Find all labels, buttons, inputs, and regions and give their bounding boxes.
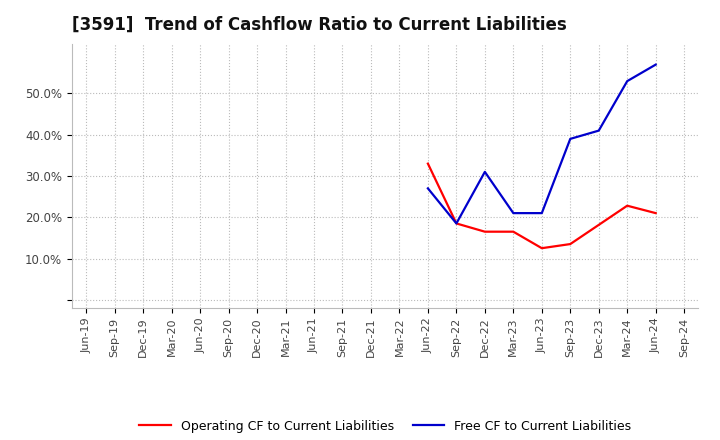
Free CF to Current Liabilities <box>537 210 546 216</box>
Operating CF to Current Liabilities <box>423 161 432 166</box>
Free CF to Current Liabilities <box>452 221 461 226</box>
Operating CF to Current Liabilities <box>537 246 546 251</box>
Free CF to Current Liabilities <box>480 169 489 175</box>
Operating CF to Current Liabilities <box>623 203 631 209</box>
Legend: Operating CF to Current Liabilities, Free CF to Current Liabilities: Operating CF to Current Liabilities, Fre… <box>135 414 636 437</box>
Line: Operating CF to Current Liabilities: Operating CF to Current Liabilities <box>428 164 656 248</box>
Free CF to Current Liabilities <box>595 128 603 133</box>
Operating CF to Current Liabilities <box>652 210 660 216</box>
Free CF to Current Liabilities <box>423 186 432 191</box>
Line: Free CF to Current Liabilities: Free CF to Current Liabilities <box>428 65 656 224</box>
Text: [3591]  Trend of Cashflow Ratio to Current Liabilities: [3591] Trend of Cashflow Ratio to Curren… <box>72 16 567 34</box>
Free CF to Current Liabilities <box>509 210 518 216</box>
Operating CF to Current Liabilities <box>566 242 575 247</box>
Free CF to Current Liabilities <box>652 62 660 67</box>
Operating CF to Current Liabilities <box>452 221 461 226</box>
Operating CF to Current Liabilities <box>509 229 518 235</box>
Free CF to Current Liabilities <box>566 136 575 142</box>
Operating CF to Current Liabilities <box>480 229 489 235</box>
Free CF to Current Liabilities <box>623 78 631 84</box>
